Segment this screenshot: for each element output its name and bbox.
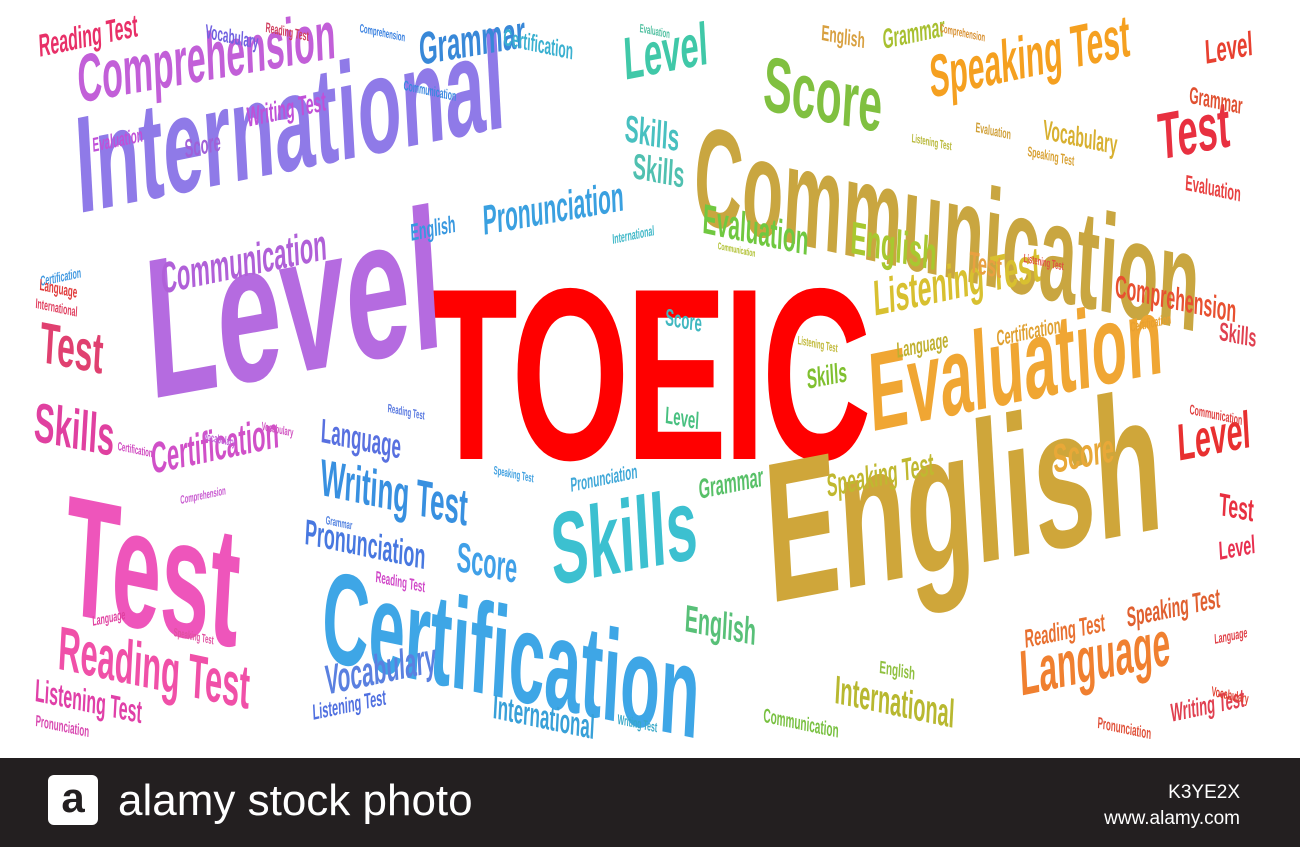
word-reading-test-center-left: Reading Test bbox=[387, 401, 426, 423]
word-listening-test-bottom: Listening Test bbox=[311, 684, 387, 725]
word-evaluation-top-right: Evaluation bbox=[975, 119, 1012, 143]
word-skills-right: Skills bbox=[1218, 316, 1258, 353]
word-score-left: Score bbox=[183, 126, 222, 164]
word-level-top: Level bbox=[621, 9, 710, 93]
word-language-right-low: Language bbox=[1213, 624, 1248, 647]
word-score-mid: Score bbox=[455, 533, 519, 592]
word-test-right-mid: Test bbox=[968, 246, 1003, 286]
image-id-text: K3YE2X bbox=[1168, 782, 1240, 803]
word-pronunciation-right: Pronunciation bbox=[1097, 715, 1152, 744]
brand-text: alamy stock photo bbox=[118, 776, 473, 825]
word-english-top-right: English bbox=[820, 20, 866, 54]
word-pronunciation-left-low: Pronunciation bbox=[35, 713, 90, 742]
word-level: Level bbox=[139, 166, 448, 442]
watermark-footer-bar bbox=[0, 758, 1300, 847]
site-url-text: www.alamy.com bbox=[1104, 808, 1240, 829]
word-speaking-test-big: Speaking Test bbox=[927, 1, 1132, 111]
word-level-center: Level bbox=[664, 402, 700, 436]
word-score-big: Score bbox=[761, 39, 885, 150]
word-skills-left: Skills bbox=[32, 390, 117, 468]
word-cloud: TOEIC International Level Communication … bbox=[32, 0, 1258, 758]
word-test-left: Test bbox=[38, 310, 106, 387]
word-pronunciation-mid: Pronunciation bbox=[481, 172, 625, 244]
word-communication-bottom: Communication bbox=[762, 705, 840, 743]
word-level-right-bottom: Level bbox=[1217, 529, 1256, 566]
word-test-right-bottom: Test bbox=[1218, 486, 1255, 529]
word-level-top-right: Level bbox=[1203, 24, 1254, 72]
word-certification-left-mid: Certification bbox=[117, 439, 153, 461]
word-toeic: TOEIC bbox=[425, 237, 872, 511]
word-evaluation-right: Evaluation bbox=[1184, 170, 1242, 207]
word-skills-top2: Skills bbox=[631, 145, 686, 196]
word-speaking-test-right: Speaking Test bbox=[1125, 582, 1221, 633]
alamy-logo-icon: a bbox=[48, 775, 98, 825]
